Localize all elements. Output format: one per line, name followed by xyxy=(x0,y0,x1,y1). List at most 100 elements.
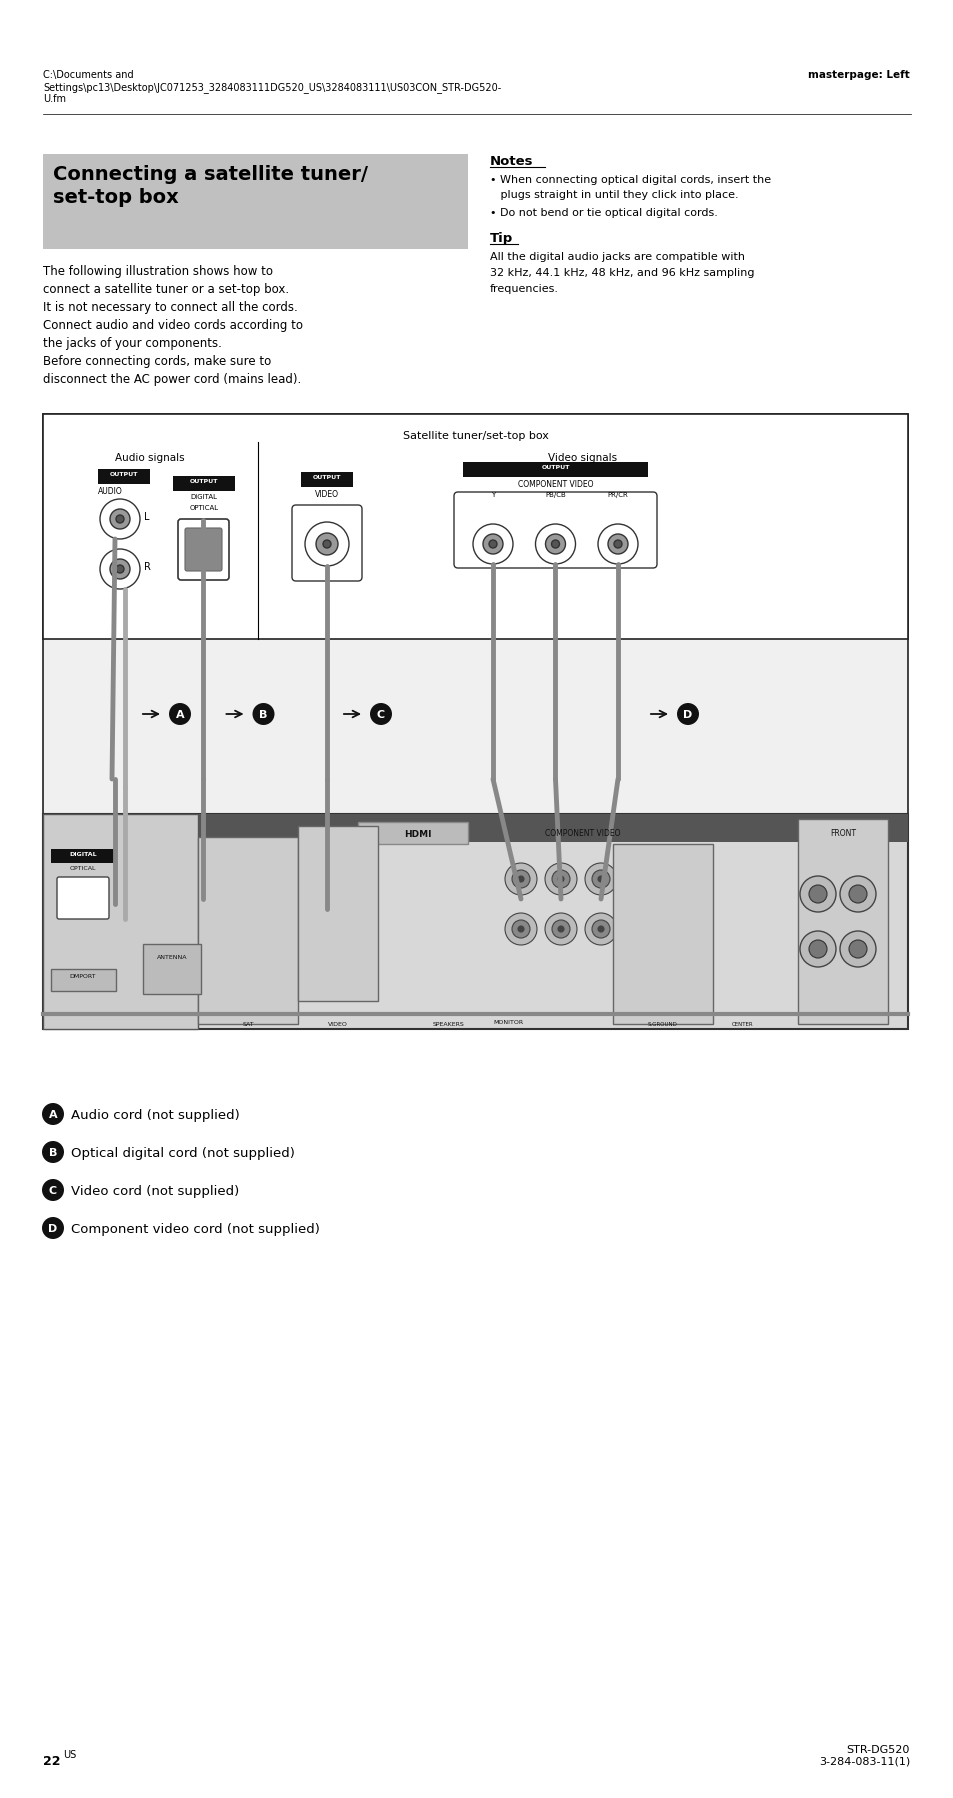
Text: frequencies.: frequencies. xyxy=(490,284,558,293)
Text: CENTER: CENTER xyxy=(731,1021,753,1027)
Bar xyxy=(301,473,353,487)
Circle shape xyxy=(110,509,130,530)
Text: Audio cord (not supplied): Audio cord (not supplied) xyxy=(71,1108,239,1122)
Text: It is not necessary to connect all the cords.: It is not necessary to connect all the c… xyxy=(43,300,297,315)
Bar xyxy=(143,944,201,994)
Text: SPEAKERS: SPEAKERS xyxy=(433,1021,464,1027)
Bar xyxy=(51,969,116,991)
Text: 22: 22 xyxy=(43,1755,60,1767)
Text: A: A xyxy=(49,1109,57,1120)
Circle shape xyxy=(848,885,866,904)
Circle shape xyxy=(512,921,530,939)
Bar xyxy=(43,415,907,640)
Circle shape xyxy=(551,541,558,548)
Bar xyxy=(357,822,468,845)
Bar xyxy=(297,827,377,1001)
FancyBboxPatch shape xyxy=(185,529,222,572)
Circle shape xyxy=(598,525,638,565)
Text: OUTPUT: OUTPUT xyxy=(110,471,138,476)
Circle shape xyxy=(584,913,617,946)
Circle shape xyxy=(552,921,569,939)
Circle shape xyxy=(504,913,537,946)
Circle shape xyxy=(840,876,875,913)
Circle shape xyxy=(100,550,140,590)
Text: SAT: SAT xyxy=(242,1021,253,1027)
Text: VIDEO: VIDEO xyxy=(314,489,338,498)
Circle shape xyxy=(504,863,537,895)
Text: Audio signals: Audio signals xyxy=(115,453,185,462)
Text: Before connecting cords, make sure to: Before connecting cords, make sure to xyxy=(43,354,271,369)
Circle shape xyxy=(808,940,826,958)
Text: masterpage: Left: masterpage: Left xyxy=(807,70,909,79)
Circle shape xyxy=(315,534,337,556)
Circle shape xyxy=(42,1217,64,1239)
Circle shape xyxy=(545,534,565,556)
Text: 32 kHz, 44.1 kHz, 48 kHz, and 96 kHz sampling: 32 kHz, 44.1 kHz, 48 kHz, and 96 kHz sam… xyxy=(490,268,754,279)
Circle shape xyxy=(598,876,603,883)
Text: plugs straight in until they click into place.: plugs straight in until they click into … xyxy=(490,191,738,200)
Circle shape xyxy=(592,870,609,888)
Text: DIGITAL: DIGITAL xyxy=(70,852,96,856)
Circle shape xyxy=(848,940,866,958)
Text: S.GROUND: S.GROUND xyxy=(647,1021,678,1027)
Text: PR/CR: PR/CR xyxy=(607,491,628,498)
FancyBboxPatch shape xyxy=(178,520,229,581)
Circle shape xyxy=(607,534,627,556)
Circle shape xyxy=(42,1179,64,1201)
Text: Video signals: Video signals xyxy=(548,453,617,462)
Text: Tip: Tip xyxy=(490,232,513,245)
Text: B: B xyxy=(49,1147,57,1158)
Text: • Do not bend or tie optical digital cords.: • Do not bend or tie optical digital cor… xyxy=(490,209,717,218)
Text: OPTICAL: OPTICAL xyxy=(190,505,218,511)
Circle shape xyxy=(517,876,523,883)
Text: STR-DG520
3-284-083-11(1): STR-DG520 3-284-083-11(1) xyxy=(818,1744,909,1766)
FancyBboxPatch shape xyxy=(454,493,657,568)
Bar xyxy=(98,469,150,485)
Text: OUTPUT: OUTPUT xyxy=(540,464,569,469)
Text: COMPONENT VIDEO: COMPONENT VIDEO xyxy=(545,829,620,838)
Circle shape xyxy=(808,885,826,904)
Text: DMPORT: DMPORT xyxy=(70,973,96,978)
Bar xyxy=(198,838,297,1025)
Circle shape xyxy=(489,541,497,548)
Text: DIGITAL: DIGITAL xyxy=(191,494,217,500)
Circle shape xyxy=(592,921,609,939)
Text: D: D xyxy=(49,1223,57,1233)
Text: R: R xyxy=(144,561,151,572)
Circle shape xyxy=(800,931,835,967)
Text: connect a satellite tuner or a set-top box.: connect a satellite tuner or a set-top b… xyxy=(43,282,289,297)
Text: D: D xyxy=(682,710,692,719)
Circle shape xyxy=(512,870,530,888)
Bar xyxy=(462,462,647,478)
Text: Connecting a satellite tuner/
set-top box: Connecting a satellite tuner/ set-top bo… xyxy=(53,165,368,207)
Text: MONITOR: MONITOR xyxy=(493,1019,522,1025)
Text: Notes: Notes xyxy=(490,155,533,167)
Circle shape xyxy=(42,1142,64,1163)
Bar xyxy=(797,820,887,1025)
Circle shape xyxy=(323,541,331,548)
Circle shape xyxy=(614,541,621,548)
Text: Y: Y xyxy=(491,491,495,498)
Circle shape xyxy=(544,913,577,946)
Bar xyxy=(613,845,712,1025)
Text: disconnect the AC power cord (mains lead).: disconnect the AC power cord (mains lead… xyxy=(43,372,301,387)
Text: FRONT: FRONT xyxy=(829,829,855,838)
Circle shape xyxy=(517,926,523,933)
Text: L: L xyxy=(144,512,150,521)
Circle shape xyxy=(677,703,699,726)
Circle shape xyxy=(169,703,191,726)
Text: Optical digital cord (not supplied): Optical digital cord (not supplied) xyxy=(71,1147,294,1160)
Text: US: US xyxy=(63,1749,76,1758)
Circle shape xyxy=(552,870,569,888)
Text: The following illustration shows how to: The following illustration shows how to xyxy=(43,264,273,279)
Circle shape xyxy=(584,863,617,895)
FancyBboxPatch shape xyxy=(292,505,361,583)
Text: Component video cord (not supplied): Component video cord (not supplied) xyxy=(71,1223,319,1235)
Text: Video cord (not supplied): Video cord (not supplied) xyxy=(71,1185,239,1197)
Text: Connect audio and video cords according to: Connect audio and video cords according … xyxy=(43,318,303,333)
Circle shape xyxy=(598,926,603,933)
Bar xyxy=(43,814,907,843)
Text: PB/CB: PB/CB xyxy=(544,491,565,498)
FancyBboxPatch shape xyxy=(57,877,109,919)
Circle shape xyxy=(840,931,875,967)
